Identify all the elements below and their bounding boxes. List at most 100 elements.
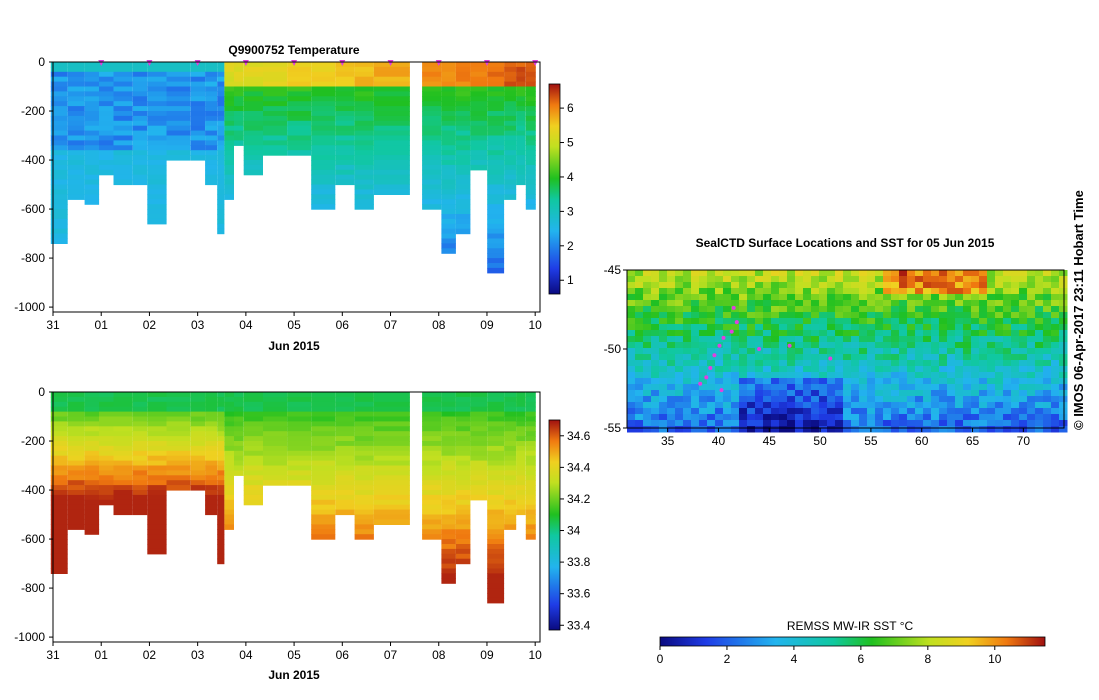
sst-cell [771, 360, 780, 367]
x-tick-label: 07 [384, 318, 398, 332]
sst-cell [755, 282, 764, 289]
profile-cell [217, 223, 225, 230]
sst-cell [939, 402, 948, 409]
sst-cell [851, 318, 860, 325]
profile-cell [205, 106, 218, 112]
profile-cell [441, 490, 456, 496]
sst-cell [1027, 390, 1036, 397]
sst-cell [803, 390, 812, 397]
profile-cell [205, 392, 218, 398]
profile-cell [354, 179, 374, 186]
profile-cell [263, 431, 288, 437]
sst-cell [731, 354, 740, 361]
profile-cell [354, 189, 374, 195]
sst-cell [779, 282, 788, 289]
salinity-cells [50, 392, 536, 604]
profile-cell [217, 436, 225, 442]
sst-colorbar-scale [659, 636, 1046, 647]
profile-cell [113, 125, 133, 132]
seal-position-point [698, 381, 703, 386]
profile-cell [311, 62, 336, 68]
profile-cell [113, 71, 133, 78]
profile-cell [504, 455, 517, 462]
sst-cell [707, 414, 716, 421]
profile-cell [422, 426, 442, 432]
profile-cell [50, 504, 68, 511]
profile-cell [516, 91, 526, 97]
sst-cell [659, 324, 668, 331]
profile-cell [487, 130, 505, 137]
sst-cell [811, 402, 820, 409]
sst-cell [891, 420, 900, 427]
profile-cell [441, 199, 456, 205]
sst-cell [803, 384, 812, 391]
temperature-colorbar-scale [548, 83, 561, 295]
sst-cell [795, 366, 804, 373]
sst-cell [755, 420, 764, 427]
profile-cell [84, 441, 100, 447]
sst-cell [867, 306, 876, 313]
sst-cell [835, 324, 844, 331]
sst-cell [747, 324, 756, 331]
sst-cell [1011, 282, 1020, 289]
profile-cell [190, 71, 206, 78]
sst-cell [1035, 330, 1044, 337]
profile-cell [373, 150, 410, 156]
sst-cell [707, 384, 716, 391]
profile-cell [287, 396, 312, 403]
profile-cell [147, 396, 167, 403]
profile-cell [217, 490, 225, 496]
sst-cell [643, 402, 652, 409]
profile-cell [84, 145, 100, 151]
profile-cell [525, 62, 536, 68]
sst-cell [643, 360, 652, 367]
profile-cell [455, 544, 471, 550]
profile-cell [525, 115, 536, 122]
profile-cell [190, 76, 206, 83]
sst-cell [739, 402, 748, 409]
sst-cell [723, 420, 732, 427]
sst-cell [651, 324, 660, 331]
profile-cell [487, 253, 505, 259]
profile-cell [487, 199, 505, 205]
profile-cell [311, 396, 336, 403]
profile-cell [234, 130, 244, 137]
profile-cell [354, 441, 374, 447]
profile-cell [455, 475, 471, 481]
sst-cell [915, 312, 924, 319]
profile-cell [166, 76, 191, 83]
profile-cell [224, 111, 234, 117]
sst-cell [627, 312, 636, 319]
sst-cell [987, 282, 996, 289]
profile-cell [354, 470, 374, 476]
sst-cell [899, 348, 908, 355]
profile-cell [84, 125, 100, 132]
y-tick-label: 0 [38, 385, 45, 399]
profile-cell [67, 470, 85, 476]
profile-cell [205, 140, 218, 146]
sst-cell [659, 378, 668, 385]
profile-cell [335, 66, 355, 73]
profile-cell [287, 436, 312, 442]
profile-cell [190, 155, 206, 161]
profile-cell [525, 529, 536, 535]
sst-cell [1051, 330, 1060, 337]
profile-cell [487, 494, 505, 501]
sst-cell [803, 282, 812, 289]
sst-cell [915, 282, 924, 289]
sst-cell [1059, 384, 1068, 391]
profile-cell [525, 125, 536, 132]
profile-cell [190, 450, 206, 457]
profile-cell [147, 209, 167, 215]
profile-cell [67, 179, 85, 186]
profile-cell [287, 401, 312, 408]
profile-cell [422, 411, 442, 418]
sst-cell [891, 342, 900, 349]
sst-cell [691, 408, 700, 415]
sst-cell [875, 282, 884, 289]
profile-cell [147, 189, 167, 195]
profile-cell [84, 396, 100, 403]
sst-cell [779, 348, 788, 355]
sst-cell [787, 384, 796, 391]
profile-cell [422, 155, 442, 161]
